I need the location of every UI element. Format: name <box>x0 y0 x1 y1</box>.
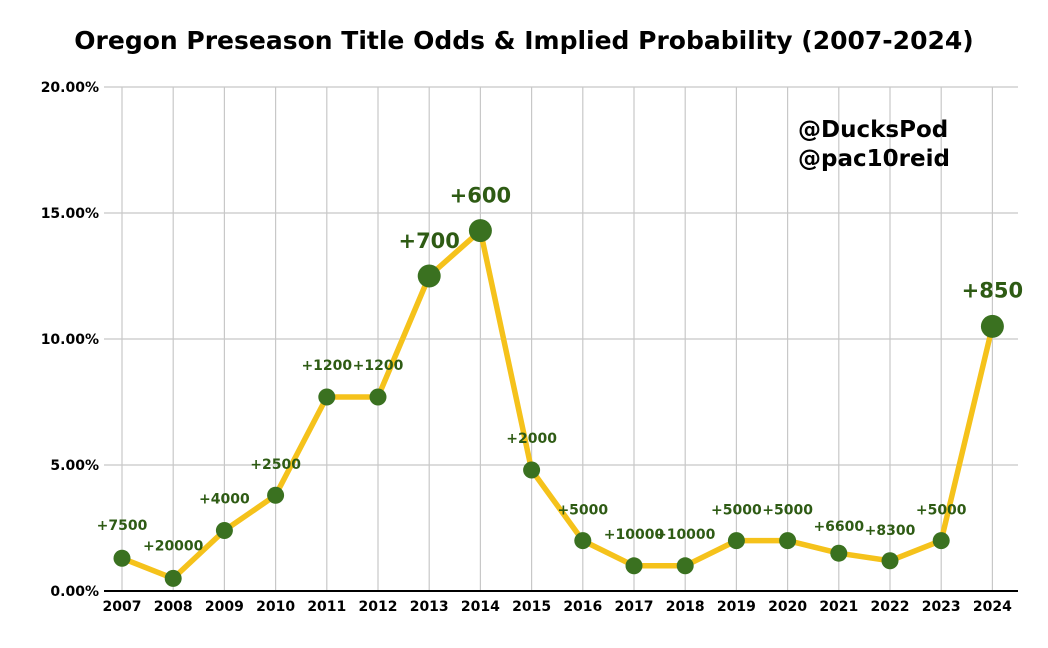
gridlines <box>104 86 1018 591</box>
credit-duckspod: @DucksPod <box>798 117 948 143</box>
x-tick-label: 2016 <box>563 599 602 615</box>
data-label: +1200 <box>353 358 404 374</box>
x-tick-label: 2022 <box>871 599 910 615</box>
data-label: +5000 <box>762 503 813 519</box>
x-axis-ticks: 2007 2008 2009 2010 2011 2012 2013 2014 2015 2016… <box>103 599 1013 615</box>
chart-title: Oregon Preseason Title Odds & Implied Pr… <box>74 26 974 55</box>
credit-pac10reid: @pac10reid <box>798 146 950 172</box>
data-point <box>267 486 285 504</box>
x-tick-label: 2020 <box>768 599 807 615</box>
data-point <box>574 532 592 550</box>
x-tick-label: 2023 <box>922 599 961 615</box>
data-point <box>369 388 387 406</box>
data-point <box>881 552 899 570</box>
data-point <box>932 532 950 550</box>
data-label: +10000 <box>655 527 716 543</box>
x-tick-label: 2011 <box>307 599 346 615</box>
data-label: +7500 <box>97 518 148 534</box>
series-line-path <box>119 227 996 582</box>
data-label: +10000 <box>604 527 665 543</box>
x-tick-label: 2012 <box>359 599 398 615</box>
data-labels: +7500 +20000 +4000 +2500 +1200 +1200 +700 +600 +… <box>97 184 1023 555</box>
data-label: +5000 <box>711 503 762 519</box>
y-tick-label: 0.00% <box>50 584 99 600</box>
x-tick-label: 2017 <box>615 599 654 615</box>
data-point <box>164 569 182 587</box>
x-tick-label: 2014 <box>461 599 500 615</box>
y-tick-label: 10.00% <box>41 332 99 348</box>
y-tick-label: 20.00% <box>41 80 99 96</box>
data-point <box>676 557 694 575</box>
data-point <box>468 219 492 243</box>
data-label: +1200 <box>301 358 352 374</box>
x-tick-label: 2018 <box>666 599 705 615</box>
credits: @DucksPod @pac10reid <box>798 117 950 172</box>
data-point <box>318 388 336 406</box>
x-tick-label: 2015 <box>512 599 551 615</box>
y-axis-ticks: 0.00% 5.00% 10.00% 15.00% 20.00% <box>41 80 99 600</box>
data-point <box>523 461 541 479</box>
data-label: +5000 <box>916 503 967 519</box>
data-point <box>113 549 131 567</box>
data-point <box>625 557 643 575</box>
data-point <box>980 314 1004 338</box>
data-point <box>779 532 797 550</box>
data-point <box>417 264 441 288</box>
data-label: +2000 <box>506 431 557 447</box>
data-label: +6600 <box>813 519 864 535</box>
x-tick-label: 2021 <box>819 599 858 615</box>
x-tick-label: 2019 <box>717 599 756 615</box>
x-tick-label: 2008 <box>154 599 193 615</box>
y-tick-label: 15.00% <box>41 206 99 222</box>
data-points <box>113 219 1004 587</box>
data-label: +20000 <box>143 538 204 554</box>
data-label: +4000 <box>199 492 250 508</box>
data-point <box>830 544 848 562</box>
data-point <box>727 532 745 550</box>
x-tick-label: 2010 <box>256 599 295 615</box>
x-tick-label: 2024 <box>973 599 1012 615</box>
data-label: +600 <box>450 184 511 208</box>
y-tick-label: 5.00% <box>50 458 99 474</box>
x-tick-label: 2009 <box>205 599 244 615</box>
data-label: +8300 <box>865 523 916 539</box>
data-label: +700 <box>398 229 459 253</box>
data-label: +5000 <box>557 503 608 519</box>
series-line <box>119 227 996 582</box>
data-point <box>215 522 233 540</box>
x-tick-label: 2007 <box>103 599 142 615</box>
data-label: +850 <box>962 278 1023 302</box>
x-tick-label: 2013 <box>410 599 449 615</box>
data-label: +2500 <box>250 457 301 473</box>
